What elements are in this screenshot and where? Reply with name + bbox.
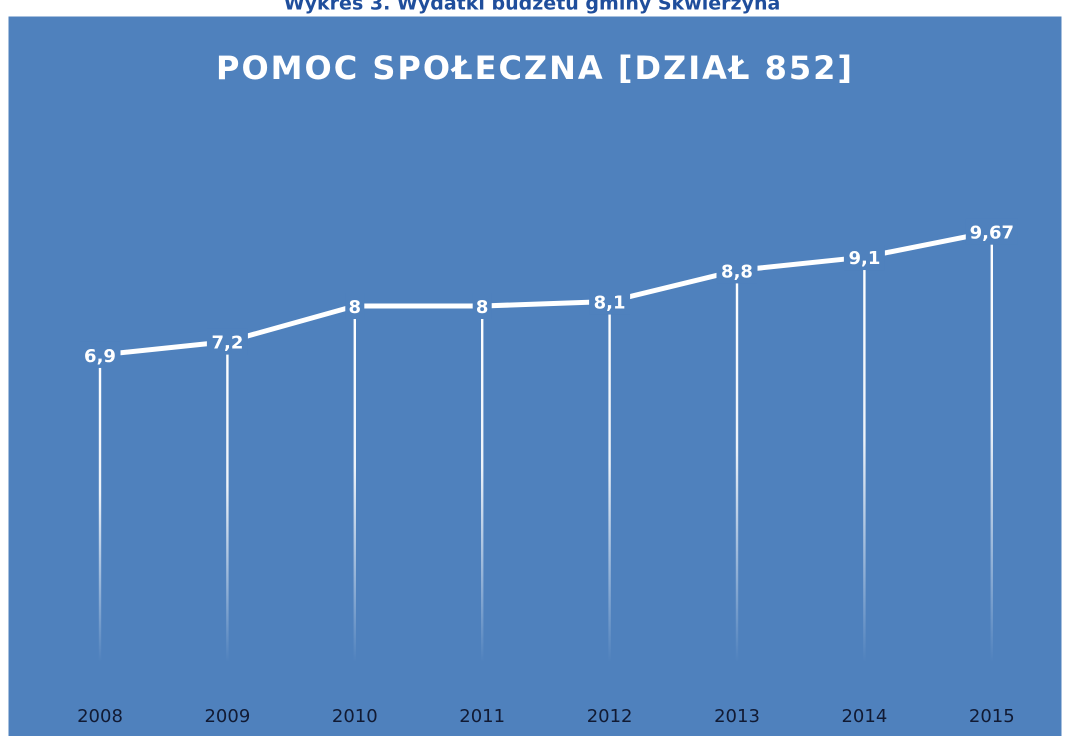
data-label: 8 xyxy=(349,297,362,318)
drop-line xyxy=(481,306,484,662)
data-label: 9,1 xyxy=(848,248,880,269)
line xyxy=(99,229,993,358)
caption: Wykres 3. Wydatki budżetu gminy Skwierzy… xyxy=(284,0,781,15)
drop-line xyxy=(863,257,866,662)
x-tick-label: 2011 xyxy=(459,706,505,727)
x-tick-label: 2010 xyxy=(332,706,378,727)
chart-area xyxy=(7,15,1063,739)
x-tick-label: 2008 xyxy=(77,706,123,727)
label-bg xyxy=(716,257,758,284)
drop-line xyxy=(608,301,611,662)
label-bg xyxy=(206,328,248,355)
x-tick-label: 2014 xyxy=(841,706,887,727)
data-label: 8,8 xyxy=(721,261,753,282)
drop-line xyxy=(98,354,102,662)
x-tick-label: 2013 xyxy=(714,706,760,727)
label-bg xyxy=(589,288,631,315)
drop-line xyxy=(226,341,229,662)
drop-line xyxy=(735,270,739,662)
data-label: 7,2 xyxy=(211,333,243,354)
drop-line xyxy=(353,306,356,662)
data-label: 6,9 xyxy=(84,346,116,367)
label-bg xyxy=(843,244,885,271)
x-tick-label: 2015 xyxy=(969,706,1015,727)
x-tick-label: 2009 xyxy=(204,706,250,727)
label-bg xyxy=(79,341,121,368)
drop-line xyxy=(990,231,993,662)
x-tick-label: 2012 xyxy=(587,706,633,727)
data-label: 8,1 xyxy=(594,293,626,314)
data-label: 8 xyxy=(476,297,489,318)
label-bg xyxy=(472,293,492,319)
label-bg xyxy=(965,218,1018,245)
data-label: 9,67 xyxy=(970,223,1014,244)
label-bg xyxy=(345,293,365,319)
chart-title: POMOC SPOŁECZNA [DZIAŁ 852] xyxy=(216,49,854,87)
